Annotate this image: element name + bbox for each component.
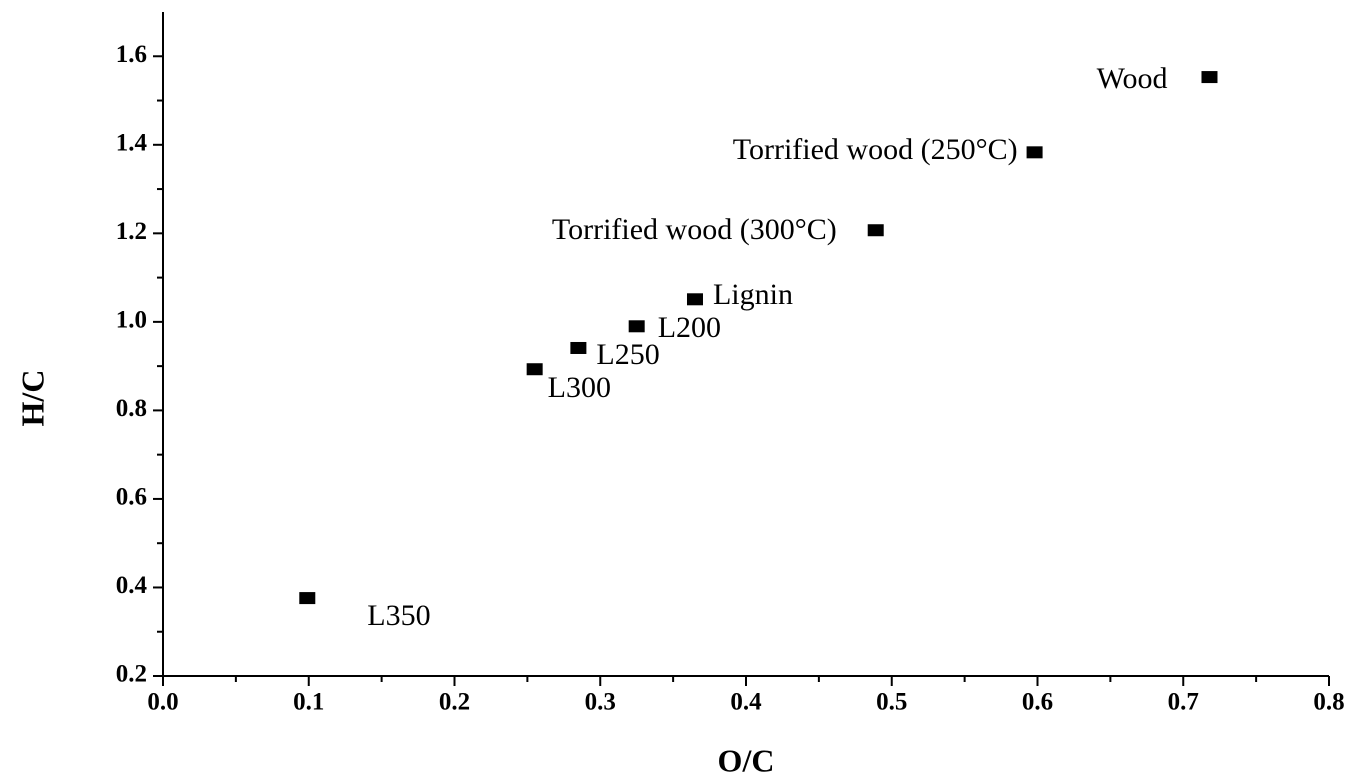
point-label: L350 (367, 599, 430, 632)
y-axis-label: H/C (14, 370, 50, 427)
x-tick-label: 0.8 (1313, 689, 1344, 716)
point-label: L300 (548, 371, 611, 404)
point-label: Wood (1097, 62, 1168, 95)
y-tick-label: 1.0 (116, 307, 147, 334)
y-tick-label: 1.2 (116, 218, 147, 245)
point-label: Torrified wood (250°C) (733, 133, 1018, 166)
point-label: L200 (658, 311, 721, 344)
point-label: Lignin (713, 278, 793, 311)
point (526, 363, 543, 376)
point (628, 320, 645, 333)
point (867, 224, 884, 237)
x-tick-label: 0.2 (439, 689, 470, 716)
y-tick-label: 1.6 (116, 41, 147, 68)
point (299, 592, 316, 605)
x-tick-label: 0.6 (1022, 689, 1053, 716)
y-tick-label: 1.4 (116, 130, 148, 157)
x-tick-label: 0.7 (1168, 689, 1199, 716)
point (1201, 71, 1218, 84)
x-tick-label: 0.1 (293, 689, 324, 716)
x-axis-label: O/C (718, 742, 775, 778)
x-tick-label: 0.3 (585, 689, 616, 716)
x-tick-label: 0.0 (147, 689, 178, 716)
x-tick-label: 0.5 (876, 689, 907, 716)
y-tick-label: 0.2 (116, 661, 147, 688)
point (1026, 146, 1043, 159)
y-tick-label: 0.4 (116, 572, 148, 599)
y-tick-label: 0.6 (116, 484, 147, 511)
x-tick-label: 0.4 (730, 689, 762, 716)
y-tick-label: 0.8 (116, 395, 147, 422)
point (686, 293, 703, 306)
point (570, 341, 587, 354)
point-label: Torrified wood (300°C) (552, 213, 837, 246)
point-label: L250 (596, 338, 659, 371)
